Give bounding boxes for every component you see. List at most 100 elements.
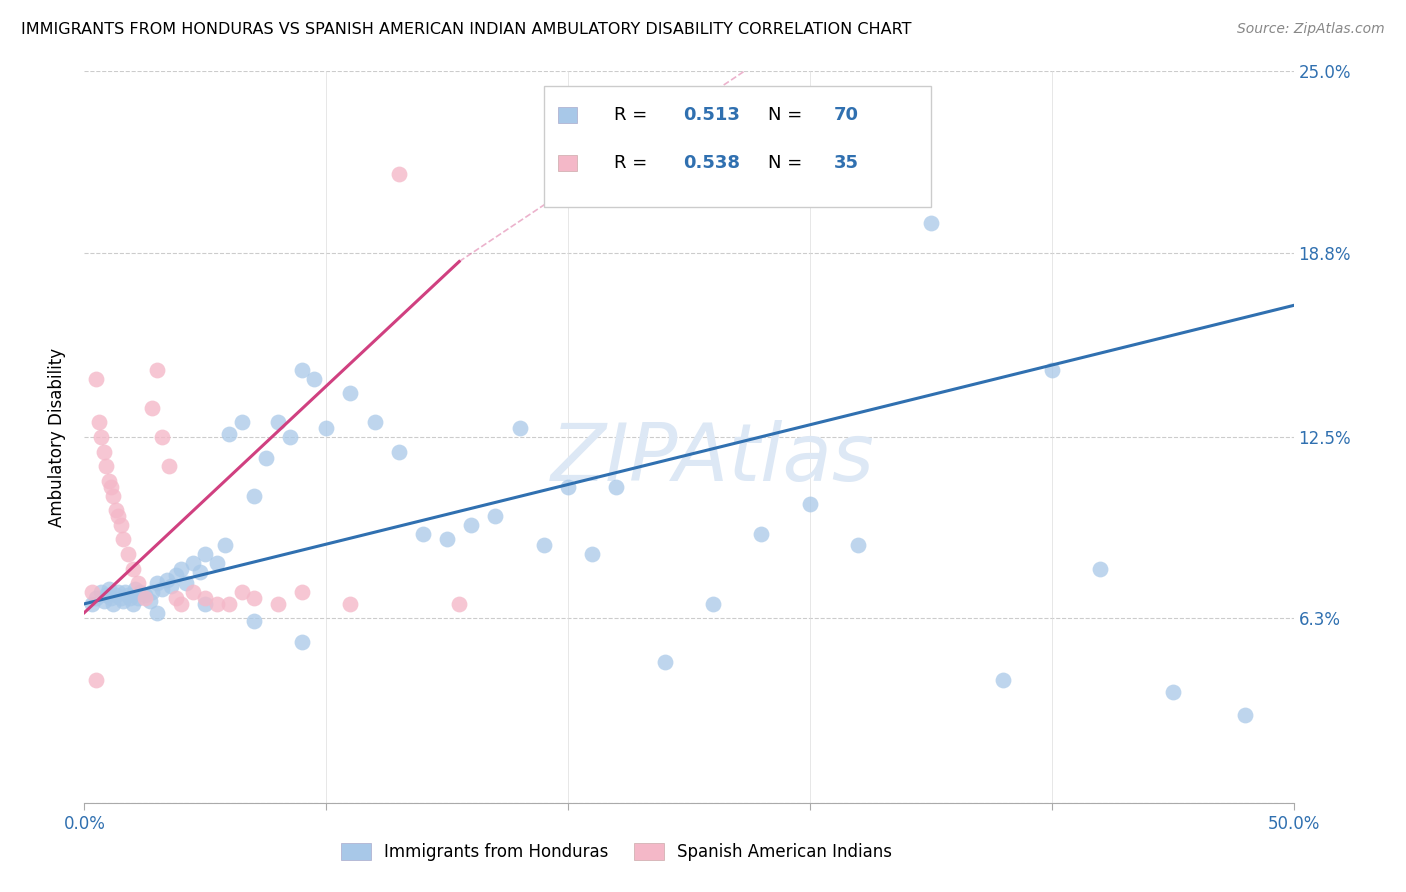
Point bbox=[87, 416, 110, 430]
Point bbox=[654, 656, 676, 670]
Point bbox=[121, 562, 143, 576]
Point bbox=[155, 574, 177, 588]
Point bbox=[124, 582, 146, 597]
Point bbox=[846, 538, 869, 552]
Point bbox=[214, 538, 236, 552]
Point bbox=[141, 401, 163, 415]
Point bbox=[112, 594, 135, 608]
Point bbox=[920, 217, 942, 231]
Point bbox=[104, 503, 127, 517]
Point bbox=[267, 597, 290, 611]
Point bbox=[129, 585, 152, 599]
Point bbox=[114, 585, 136, 599]
Point bbox=[150, 430, 173, 444]
Point bbox=[103, 489, 125, 503]
Point bbox=[302, 371, 325, 385]
Point bbox=[160, 579, 183, 593]
Point bbox=[110, 591, 132, 605]
FancyBboxPatch shape bbox=[558, 107, 576, 123]
Point bbox=[1161, 684, 1184, 698]
FancyBboxPatch shape bbox=[544, 86, 931, 207]
Point bbox=[150, 582, 173, 597]
Point bbox=[291, 585, 314, 599]
Text: ZIPAtlas: ZIPAtlas bbox=[551, 420, 875, 498]
Point bbox=[460, 517, 482, 532]
Text: R =: R = bbox=[614, 106, 652, 124]
Text: N =: N = bbox=[768, 106, 807, 124]
Point bbox=[104, 588, 127, 602]
Point bbox=[1234, 708, 1257, 723]
Point bbox=[86, 371, 108, 385]
Point bbox=[533, 538, 555, 552]
Point bbox=[138, 594, 160, 608]
Point bbox=[86, 591, 108, 605]
Text: 0.513: 0.513 bbox=[683, 106, 740, 124]
Point bbox=[97, 582, 120, 597]
Point bbox=[181, 585, 204, 599]
Point bbox=[86, 673, 108, 687]
Text: 35: 35 bbox=[834, 153, 859, 172]
Point bbox=[242, 615, 264, 629]
Point bbox=[80, 585, 103, 599]
Point bbox=[363, 416, 385, 430]
Point bbox=[120, 591, 142, 605]
Point bbox=[751, 526, 773, 541]
Point bbox=[107, 509, 129, 524]
Point bbox=[1088, 562, 1111, 576]
Point bbox=[231, 585, 253, 599]
Point bbox=[121, 597, 143, 611]
Point bbox=[242, 591, 264, 605]
Point bbox=[146, 576, 169, 591]
Point bbox=[449, 597, 471, 611]
Point bbox=[107, 585, 129, 599]
Point bbox=[291, 635, 314, 649]
Point bbox=[207, 597, 229, 611]
Point bbox=[339, 386, 361, 401]
Point bbox=[165, 591, 187, 605]
Text: 0.538: 0.538 bbox=[683, 153, 740, 172]
Point bbox=[181, 556, 204, 570]
Point bbox=[315, 421, 337, 435]
Point bbox=[134, 588, 156, 602]
Point bbox=[127, 591, 149, 605]
Point bbox=[97, 474, 120, 488]
Point bbox=[218, 427, 240, 442]
Y-axis label: Ambulatory Disability: Ambulatory Disability bbox=[48, 348, 66, 526]
FancyBboxPatch shape bbox=[558, 154, 576, 171]
Point bbox=[80, 597, 103, 611]
Point bbox=[339, 597, 361, 611]
Point bbox=[242, 489, 264, 503]
Point bbox=[436, 533, 458, 547]
Point bbox=[291, 363, 314, 377]
Point bbox=[103, 597, 125, 611]
Point bbox=[146, 363, 169, 377]
Point bbox=[194, 547, 217, 561]
Point bbox=[165, 567, 187, 582]
Point bbox=[412, 526, 434, 541]
Text: Source: ZipAtlas.com: Source: ZipAtlas.com bbox=[1237, 22, 1385, 37]
Point bbox=[190, 565, 212, 579]
Point bbox=[194, 591, 217, 605]
Point bbox=[1040, 363, 1063, 377]
Text: 70: 70 bbox=[834, 106, 859, 124]
Point bbox=[254, 450, 277, 465]
Point bbox=[993, 673, 1015, 687]
Point bbox=[557, 480, 579, 494]
Point bbox=[194, 597, 217, 611]
Text: R =: R = bbox=[614, 153, 652, 172]
Point bbox=[231, 416, 253, 430]
Point bbox=[146, 606, 169, 620]
Point bbox=[509, 421, 531, 435]
Point bbox=[127, 576, 149, 591]
Point bbox=[581, 547, 603, 561]
Point bbox=[134, 591, 156, 605]
Point bbox=[170, 597, 193, 611]
Point bbox=[90, 430, 112, 444]
Point bbox=[141, 585, 163, 599]
Point bbox=[93, 444, 115, 458]
Point bbox=[218, 597, 240, 611]
Legend: Immigrants from Honduras, Spanish American Indians: Immigrants from Honduras, Spanish Americ… bbox=[335, 836, 898, 868]
Point bbox=[174, 576, 197, 591]
Point bbox=[112, 533, 135, 547]
Point bbox=[90, 585, 112, 599]
